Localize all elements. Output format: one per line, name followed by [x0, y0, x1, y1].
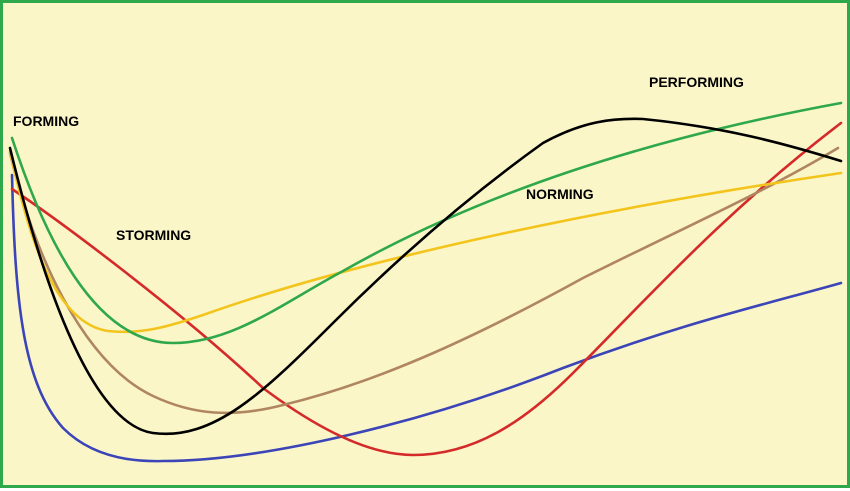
curve-yellow — [8, 149, 843, 334]
label-storming: STORMING — [116, 227, 191, 243]
curve-blue — [10, 173, 843, 463]
curve-green — [10, 101, 843, 345]
team-development-diagram: FORMING STORMING NORMING PERFORMING — [8, 74, 843, 463]
curve-red — [10, 121, 843, 457]
label-forming: FORMING — [13, 113, 79, 129]
label-norming: NORMING — [526, 186, 594, 202]
label-performing: PERFORMING — [649, 74, 744, 90]
curve-brown — [8, 146, 840, 415]
curve-black — [8, 117, 843, 436]
